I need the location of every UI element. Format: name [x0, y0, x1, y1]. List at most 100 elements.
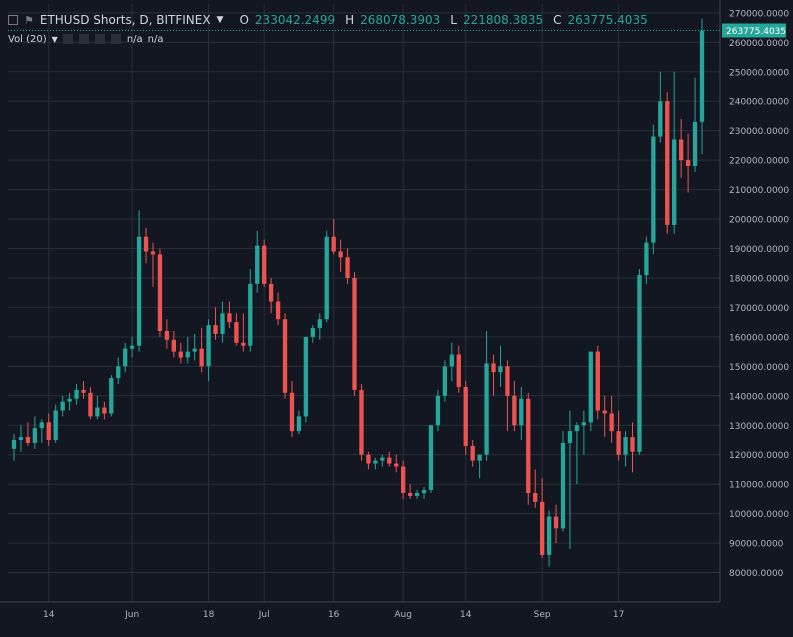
- candle-body: [526, 398, 531, 494]
- candle-body: [296, 416, 302, 432]
- candle-body: [470, 445, 475, 461]
- candle-body: [387, 457, 392, 464]
- candle-body: [262, 245, 267, 284]
- x-tick-label: Jun: [124, 610, 139, 620]
- close-value: 263775.4035: [567, 13, 648, 27]
- y-tick-label: 270000.0000: [729, 9, 789, 19]
- high-value: 268078.3903: [360, 13, 441, 27]
- candle-body: [401, 466, 406, 494]
- candle-body: [581, 422, 587, 426]
- y-tick-label: 90000.0000: [729, 540, 784, 550]
- candle-body: [178, 351, 183, 358]
- candle-body: [533, 493, 538, 502]
- open-label: O: [239, 13, 249, 27]
- collapse-icon[interactable]: [8, 15, 18, 25]
- candle-body: [602, 410, 607, 414]
- y-tick-label: 170000.0000: [729, 304, 789, 314]
- candle-body: [102, 407, 107, 414]
- x-tick-label: 16: [328, 610, 340, 620]
- y-tick-label: 80000.0000: [729, 569, 784, 579]
- candle-body: [345, 257, 350, 278]
- x-tick-label: Sep: [534, 610, 551, 620]
- candle-body: [630, 437, 635, 452]
- y-tick-label: 260000.0000: [729, 39, 789, 49]
- candle-body: [150, 251, 156, 255]
- candle-body: [421, 490, 427, 494]
- candle-body: [449, 354, 454, 367]
- settings-icon[interactable]: [78, 34, 89, 44]
- candle-body: [74, 389, 79, 399]
- y-tick-label: 110000.0000: [729, 481, 789, 491]
- x-tick-label: Jul: [258, 610, 270, 620]
- candle-body: [317, 319, 322, 329]
- x-tick-label: 17: [613, 610, 624, 620]
- candle-body: [574, 425, 580, 432]
- x-tick-label: Aug: [394, 610, 412, 620]
- candle-body: [227, 313, 232, 323]
- low-value: 221808.3835: [462, 13, 544, 27]
- candle-body: [310, 328, 315, 337]
- candles: [11, 18, 705, 567]
- candle-body: [157, 254, 163, 331]
- candle-body: [685, 160, 691, 167]
- candle-body: [366, 454, 371, 464]
- candle-body: [616, 431, 621, 455]
- candle-body: [32, 428, 38, 443]
- candle-body: [185, 351, 190, 358]
- close-icon[interactable]: [110, 34, 121, 44]
- y-tick-label: 220000.0000: [729, 157, 789, 167]
- candle-body: [477, 454, 482, 461]
- y-tick-label: 140000.0000: [729, 392, 789, 402]
- candle-body: [11, 439, 17, 449]
- y-tick-label: 230000.0000: [729, 127, 789, 137]
- chevron-down-icon[interactable]: ▼: [51, 34, 58, 44]
- candle-body: [463, 386, 468, 446]
- candle-body: [331, 236, 336, 252]
- volume-label[interactable]: Vol (20): [8, 33, 47, 45]
- candle-body: [206, 325, 211, 367]
- candle-body: [435, 395, 441, 426]
- candle-body: [199, 348, 204, 367]
- candle-body: [67, 398, 72, 402]
- candle-body: [651, 136, 656, 243]
- candle-body: [491, 363, 496, 373]
- candle-body: [678, 139, 684, 161]
- candle-body: [39, 422, 44, 429]
- symbol-title[interactable]: ETHUSD Shorts, D, BITFINEX: [39, 13, 211, 27]
- candle-body: [380, 457, 385, 461]
- candle-body: [407, 493, 413, 496]
- y-tick-label: 240000.0000: [729, 98, 789, 108]
- candle-body: [359, 389, 364, 455]
- candle-body: [519, 398, 524, 426]
- y-tick-label: 120000.0000: [729, 451, 789, 461]
- flag-icon[interactable]: ⚑: [24, 13, 34, 27]
- candle-body: [255, 245, 260, 284]
- candle-body: [512, 395, 517, 426]
- grid: [8, 4, 720, 602]
- y-tick-label: 100000.0000: [729, 510, 789, 520]
- candle-body: [637, 275, 642, 452]
- legend-header: ⚑ ETHUSD Shorts, D, BITFINEX ▼ O 233042.2…: [8, 10, 648, 30]
- low-label: L: [450, 13, 457, 27]
- candle-body: [324, 236, 329, 320]
- y-tick-label: 180000.0000: [729, 274, 789, 284]
- y-tick-label: 200000.0000: [729, 216, 789, 226]
- candle-body: [213, 325, 218, 334]
- candle-body: [116, 366, 121, 379]
- eye-icon[interactable]: [62, 34, 73, 44]
- candle-body: [338, 251, 343, 258]
- candle-body: [560, 442, 566, 529]
- x-tick-label: 14: [43, 610, 55, 620]
- candle-body: [373, 460, 378, 464]
- candle-body: [595, 351, 600, 411]
- chevron-down-icon[interactable]: ▼: [216, 15, 224, 25]
- more-icon[interactable]: [94, 34, 105, 44]
- candle-body: [546, 516, 552, 555]
- candle-body: [275, 301, 281, 320]
- close-label: C: [553, 13, 562, 27]
- candle-body: [623, 437, 628, 455]
- candle-body: [95, 407, 100, 417]
- candle-body: [53, 410, 58, 440]
